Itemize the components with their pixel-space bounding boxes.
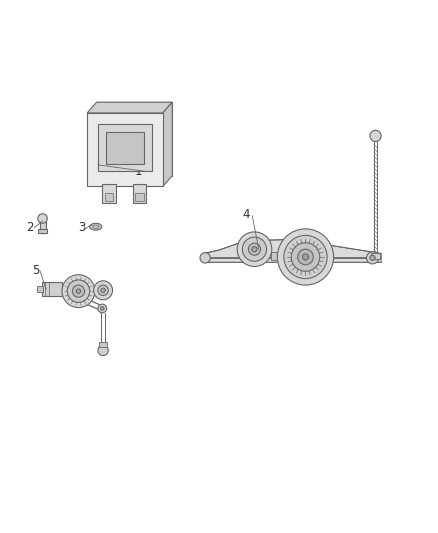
Polygon shape (106, 132, 144, 164)
Circle shape (367, 252, 378, 264)
Circle shape (237, 232, 272, 266)
Bar (36, 286, 42, 293)
Circle shape (98, 345, 108, 356)
Bar (102, 184, 116, 203)
Circle shape (248, 243, 261, 255)
Text: 5: 5 (32, 264, 39, 277)
Circle shape (370, 130, 381, 142)
Circle shape (100, 306, 104, 310)
Ellipse shape (92, 225, 99, 229)
Circle shape (370, 255, 375, 261)
Circle shape (62, 274, 95, 308)
Circle shape (291, 243, 320, 271)
Bar (39, 222, 46, 233)
Text: 1: 1 (134, 165, 142, 178)
Circle shape (277, 229, 334, 285)
Bar (38, 229, 47, 233)
Bar (135, 193, 144, 201)
Circle shape (298, 249, 313, 265)
Circle shape (72, 285, 85, 297)
Bar (371, 253, 380, 259)
Polygon shape (97, 102, 172, 176)
Bar (42, 282, 63, 296)
Text: 2: 2 (27, 221, 34, 234)
Polygon shape (163, 102, 172, 187)
Circle shape (98, 304, 106, 313)
Text: 4: 4 (243, 208, 250, 221)
Circle shape (94, 281, 113, 300)
Circle shape (101, 288, 105, 293)
Circle shape (200, 253, 210, 263)
Ellipse shape (90, 223, 102, 230)
Bar (99, 342, 107, 347)
Circle shape (98, 285, 108, 295)
Bar (271, 252, 288, 261)
Circle shape (67, 280, 90, 302)
Circle shape (303, 254, 308, 260)
Polygon shape (87, 102, 172, 113)
Circle shape (38, 214, 47, 223)
Circle shape (76, 289, 81, 293)
Circle shape (284, 236, 327, 279)
Polygon shape (204, 240, 381, 262)
Polygon shape (87, 113, 163, 187)
Circle shape (252, 247, 257, 252)
Bar (105, 193, 113, 201)
Bar (133, 184, 146, 203)
Text: 3: 3 (78, 221, 86, 234)
Circle shape (242, 237, 267, 261)
Polygon shape (98, 124, 152, 172)
